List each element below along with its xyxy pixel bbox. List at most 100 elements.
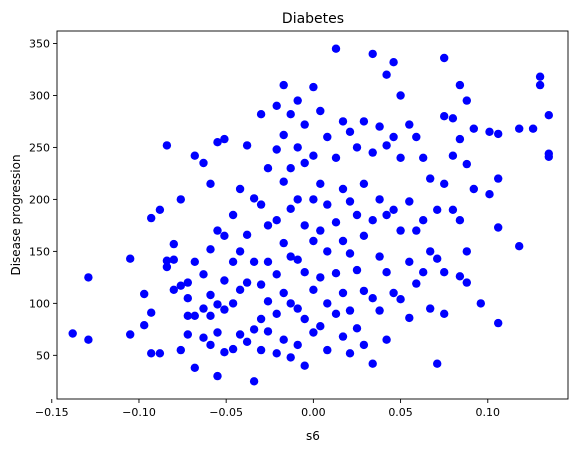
- data-point: [345, 249, 355, 258]
- y-tick-label: 50: [36, 349, 50, 362]
- data-point: [375, 306, 384, 315]
- data-point: [256, 110, 266, 119]
- y-tick-label: 350: [29, 37, 50, 50]
- plot-area-frame: [56, 30, 569, 400]
- data-point: [338, 117, 348, 126]
- data-point: [316, 273, 325, 282]
- data-point: [368, 49, 377, 59]
- data-point: [220, 305, 229, 314]
- data-point: [331, 218, 341, 227]
- data-point: [263, 327, 273, 336]
- data-point: [440, 309, 449, 318]
- data-point: [440, 112, 449, 121]
- data-point: [359, 231, 369, 240]
- data-point: [206, 179, 215, 188]
- data-point: [462, 247, 471, 256]
- data-point: [293, 96, 302, 105]
- data-point: [412, 226, 421, 235]
- data-point: [242, 141, 252, 150]
- data-point: [323, 247, 332, 256]
- data-point: [368, 294, 377, 303]
- data-point: [515, 124, 524, 133]
- data-point: [433, 254, 442, 263]
- y-tick-label: 200: [29, 193, 50, 206]
- data-point: [228, 344, 238, 354]
- data-point: [183, 311, 192, 320]
- data-point: [147, 349, 156, 358]
- data-point: [300, 158, 309, 168]
- data-point: [272, 309, 281, 318]
- data-point: [455, 272, 465, 281]
- data-point: [206, 290, 215, 300]
- data-point: [476, 299, 485, 308]
- data-point: [485, 127, 494, 136]
- data-point: [249, 194, 259, 203]
- data-point: [382, 70, 391, 79]
- data-point: [256, 280, 266, 289]
- data-point: [249, 325, 259, 334]
- data-point: [309, 195, 318, 204]
- data-point: [309, 151, 318, 160]
- data-point: [535, 80, 545, 90]
- data-point: [345, 306, 355, 315]
- data-point: [213, 371, 222, 381]
- data-point: [469, 184, 478, 194]
- data-point: [494, 129, 503, 139]
- data-point: [485, 190, 494, 199]
- data-point: [228, 299, 238, 308]
- x-tick-label: −0.05: [209, 406, 243, 419]
- data-point: [293, 304, 302, 313]
- x-axis: −0.15 −0.10 −0.05 0.00 0.05 0.10: [35, 399, 500, 419]
- data-point: [345, 127, 355, 136]
- data-point: [494, 223, 503, 232]
- data-point: [84, 273, 93, 282]
- data-point: [213, 138, 222, 147]
- data-point: [155, 205, 165, 214]
- data-point: [440, 53, 449, 63]
- data-point: [462, 278, 471, 287]
- data-point: [396, 226, 405, 235]
- data-point: [162, 256, 172, 265]
- data-point: [279, 335, 288, 344]
- data-point: [272, 349, 281, 358]
- data-point: [272, 270, 281, 279]
- data-point: [368, 216, 377, 225]
- data-point: [352, 143, 362, 152]
- data-point: [433, 205, 442, 214]
- data-point: [389, 58, 398, 67]
- data-point: [528, 124, 538, 133]
- data-point: [190, 311, 199, 320]
- data-point: [382, 335, 391, 344]
- data-point: [359, 340, 369, 350]
- data-point: [286, 252, 295, 261]
- x-tick-label: 0.00: [301, 406, 326, 419]
- data-point: [323, 345, 332, 355]
- data-point: [338, 184, 348, 194]
- data-point: [279, 177, 288, 186]
- x-tick-label: −0.10: [122, 406, 156, 419]
- data-point: [440, 268, 449, 277]
- data-point: [190, 363, 199, 372]
- data-point: [190, 257, 199, 266]
- data-point: [249, 377, 259, 386]
- data-point: [419, 153, 428, 162]
- data-point: [206, 245, 215, 254]
- data-point: [263, 164, 273, 173]
- data-point: [405, 197, 414, 206]
- data-point: [323, 200, 332, 209]
- data-point: [272, 145, 281, 154]
- data-point: [469, 124, 478, 133]
- data-point: [316, 322, 325, 331]
- data-point: [462, 96, 471, 105]
- data-point: [272, 101, 281, 111]
- data-point: [515, 242, 524, 251]
- data-point: [242, 278, 252, 287]
- y-tick-label: 250: [29, 141, 50, 154]
- data-point: [494, 318, 503, 328]
- data-point: [220, 134, 229, 144]
- data-point: [382, 268, 391, 277]
- data-point: [293, 143, 302, 152]
- data-point: [382, 141, 391, 150]
- data-point: [368, 359, 377, 368]
- y-axis: 50 100 150 200 250 300 350: [29, 37, 57, 362]
